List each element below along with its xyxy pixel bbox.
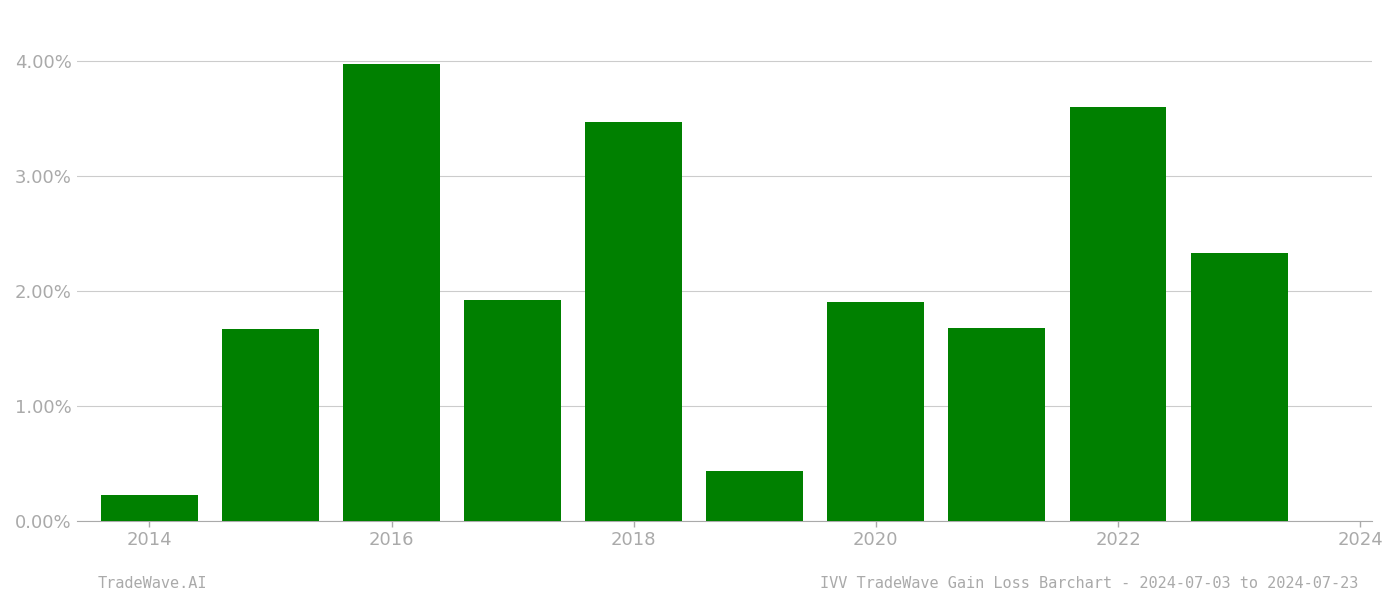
Bar: [465, 300, 561, 521]
Bar: [1190, 253, 1288, 521]
Bar: [827, 302, 924, 521]
Bar: [585, 122, 682, 521]
Bar: [948, 328, 1046, 521]
Bar: [223, 329, 319, 521]
Text: IVV TradeWave Gain Loss Barchart - 2024-07-03 to 2024-07-23: IVV TradeWave Gain Loss Barchart - 2024-…: [819, 576, 1358, 591]
Text: TradeWave.AI: TradeWave.AI: [98, 576, 207, 591]
Bar: [1070, 107, 1166, 521]
Bar: [101, 496, 197, 521]
Bar: [707, 471, 804, 521]
Bar: [343, 64, 440, 521]
